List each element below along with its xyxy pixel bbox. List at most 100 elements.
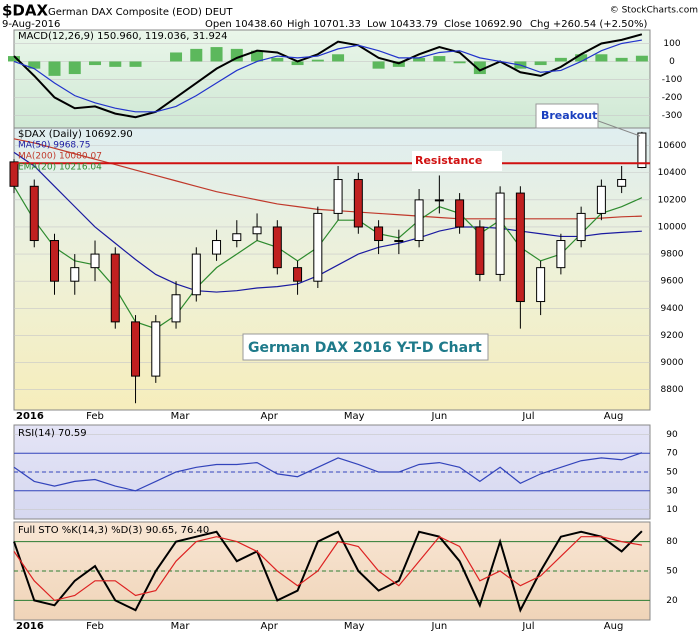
symbol: $DAX bbox=[2, 2, 48, 20]
candle-body bbox=[434, 199, 444, 202]
histogram-bar bbox=[129, 61, 142, 67]
histogram-bar bbox=[372, 61, 385, 69]
legend: $DAX (Daily) 10692.90 bbox=[18, 129, 133, 140]
y-tick-label: 20 bbox=[666, 596, 678, 606]
credit: © StockCharts.com bbox=[610, 6, 698, 16]
y-tick-label: 9400 bbox=[661, 304, 684, 314]
security-name: German DAX Composite (EOD) DEUT bbox=[48, 7, 233, 18]
chart-title: German DAX 2016 Y-T-D Chart bbox=[248, 340, 482, 356]
candle-body bbox=[556, 240, 566, 269]
candle-body bbox=[90, 253, 100, 269]
histogram-bar bbox=[453, 61, 466, 64]
resistance-label: Resistance bbox=[415, 154, 482, 167]
x-tick-label: Mar bbox=[171, 411, 191, 422]
histogram-bar bbox=[28, 61, 41, 69]
candle-body bbox=[131, 321, 141, 377]
series-line bbox=[13, 39, 642, 113]
histogram-bar bbox=[48, 61, 61, 76]
candle-body bbox=[293, 267, 303, 282]
x-tick-label: 2016 bbox=[16, 621, 44, 632]
histogram-bar bbox=[534, 61, 547, 66]
candle-body bbox=[191, 253, 201, 296]
candle-body bbox=[272, 226, 282, 269]
y-tick-label: 80 bbox=[666, 537, 678, 547]
histogram-bar bbox=[575, 54, 588, 62]
x-tick-label: Feb bbox=[86, 411, 104, 422]
quote-close: Close 10692.90 bbox=[444, 19, 522, 30]
legend: Full STO %K(14,3) %D(3) 90.65, 76.40 bbox=[18, 525, 209, 536]
legend: RSI(14) 70.59 bbox=[18, 428, 87, 439]
candle-body bbox=[455, 199, 465, 228]
y-tick-label: 10400 bbox=[658, 168, 687, 178]
candle-body bbox=[171, 294, 181, 323]
y-tick-label: 30 bbox=[666, 486, 678, 496]
x-tick-label: Mar bbox=[171, 621, 191, 632]
candle-body bbox=[536, 267, 546, 303]
candle-body bbox=[70, 267, 80, 282]
histogram-bar bbox=[595, 54, 608, 62]
x-tick-label: 2016 bbox=[16, 411, 44, 422]
y-tick-label: 50 bbox=[666, 567, 678, 577]
x-tick-label: Feb bbox=[86, 621, 104, 632]
y-tick-label: 10600 bbox=[658, 141, 687, 151]
y-tick-label: 0 bbox=[669, 57, 675, 67]
histogram-bar bbox=[68, 61, 81, 75]
histogram-bar bbox=[271, 57, 284, 62]
y-tick-label: 10000 bbox=[658, 222, 687, 232]
candle-body bbox=[29, 185, 39, 242]
x-tick-label: Jun bbox=[431, 411, 448, 422]
histogram-bar bbox=[635, 55, 648, 62]
y-tick-label: 9000 bbox=[661, 358, 684, 368]
histogram-bar bbox=[311, 59, 324, 62]
candle-body bbox=[374, 226, 384, 242]
breakout-label: Breakout bbox=[541, 109, 597, 122]
histogram-bar bbox=[210, 47, 223, 62]
x-tick-label: May bbox=[344, 621, 365, 632]
histogram-bar bbox=[230, 48, 243, 62]
histogram-bar bbox=[332, 54, 345, 62]
candle-body bbox=[110, 253, 120, 323]
y-tick-label: 10200 bbox=[658, 195, 687, 205]
legend: MACD(12,26,9) 150.960, 119.036, 31.924 bbox=[18, 31, 228, 42]
candle-body bbox=[252, 226, 262, 235]
candle-body bbox=[495, 192, 505, 275]
histogram-bar bbox=[109, 61, 122, 67]
y-tick-label: 90 bbox=[666, 430, 678, 440]
quote-change: Chg +260.54 (+2.50%) bbox=[530, 19, 647, 30]
candle-body bbox=[50, 240, 60, 282]
y-tick-label: 9800 bbox=[661, 250, 684, 260]
histogram-bar bbox=[170, 52, 183, 62]
y-tick-label: 100 bbox=[663, 39, 680, 49]
series-line bbox=[13, 535, 643, 602]
x-tick-label: Apr bbox=[261, 621, 279, 632]
price-panel bbox=[13, 127, 651, 411]
candle-body bbox=[212, 240, 222, 255]
x-tick-label: Jun bbox=[431, 621, 448, 632]
y-tick-label: 70 bbox=[666, 449, 678, 459]
legend-entry: MA(200) 10080.07 bbox=[18, 152, 102, 162]
series-line bbox=[13, 138, 642, 220]
candle-body bbox=[515, 192, 525, 303]
y-tick-label: -200 bbox=[662, 93, 683, 103]
candle-body bbox=[9, 161, 19, 187]
y-tick-label: -300 bbox=[662, 111, 683, 121]
quote-open: Open 10438.60 bbox=[205, 19, 283, 30]
series-line bbox=[13, 452, 643, 492]
histogram-bar bbox=[291, 61, 304, 66]
breakout-box bbox=[535, 103, 599, 129]
candle-body bbox=[475, 226, 485, 275]
histogram-bar bbox=[89, 61, 102, 66]
y-tick-label: 8800 bbox=[661, 385, 684, 395]
candle-body bbox=[353, 179, 363, 228]
legend-entry: EMA(20) 10216.04 bbox=[18, 163, 102, 173]
y-tick-label: 10 bbox=[666, 505, 678, 515]
histogram-bar bbox=[433, 56, 446, 62]
y-tick-label: -100 bbox=[662, 75, 683, 85]
x-tick-label: Aug bbox=[604, 411, 624, 422]
histogram-bar bbox=[251, 50, 264, 62]
x-tick-label: May bbox=[344, 411, 365, 422]
y-tick-label: 9200 bbox=[661, 331, 684, 341]
y-tick-label: 9600 bbox=[661, 277, 684, 287]
